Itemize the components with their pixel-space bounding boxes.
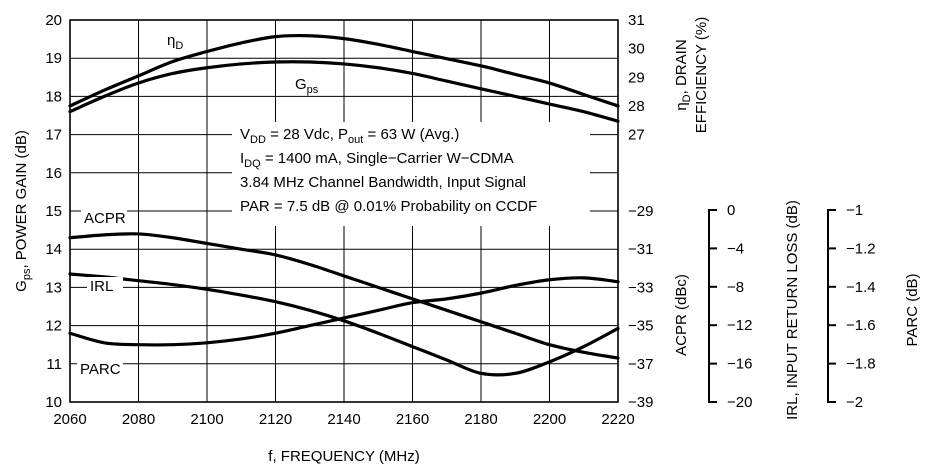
irl-axis-line (708, 209, 717, 403)
x-tick-label: 2180 (464, 411, 497, 428)
efficiency-tick-label: 30 (628, 41, 645, 58)
parc-tick-label: −1.2 (846, 240, 876, 257)
acpr-tick-label: −29 (628, 203, 653, 220)
annotation-line: VDD = 28 Vdc, Pout = 63 W (Avg.) (240, 126, 459, 146)
irl-tick-label: −16 (727, 356, 752, 373)
series-irl-line (68, 272, 620, 377)
x-tick-label: 2120 (259, 411, 292, 428)
parc-tick-label: −1.6 (846, 317, 876, 334)
left-tick-label: 20 (45, 12, 62, 29)
acpr-axis-ticks: −29 −31 −33 −35 −37 −39 (628, 203, 653, 411)
irl-axis: 0 −4 −8 −12 −16 −20 (708, 202, 752, 411)
parc-axis: −1 −1.2 −1.4 −1.6 −1.8 −2 (827, 202, 876, 411)
left-tick-label: 13 (45, 279, 62, 296)
annotation-line: IDQ = 1400 mA, Single−Carrier W−CDMA (240, 150, 514, 170)
irl-tick-label: −8 (727, 279, 744, 296)
acpr-tick-label: −35 (628, 318, 653, 335)
curves (68, 33, 620, 377)
parc-tick-label: −1.8 (846, 356, 876, 373)
parc-axis-line (827, 209, 836, 403)
acpr-tick-label: −39 (628, 394, 653, 411)
x-axis-ticks: 2060 2080 2100 2120 2140 2160 2180 2200 2220 (53, 411, 634, 428)
series-label-bg (81, 209, 127, 227)
acpr-tick-label: −33 (628, 279, 653, 296)
efficiency-axis-ticks: 27 28 29 30 31 (628, 12, 645, 144)
x-axis-title: f, FREQUENCY (MHz) (268, 448, 419, 465)
series-label-parc: PARC (80, 361, 121, 378)
series-label-ηd: ηD (167, 32, 183, 52)
annotation-background (232, 122, 590, 226)
efficiency-tick-label: 27 (628, 127, 645, 144)
left-tick-label: 12 (45, 318, 62, 335)
left-tick-label: 14 (45, 241, 62, 258)
series-gps-line (68, 60, 620, 123)
left-tick-label: 18 (45, 88, 62, 105)
series-label-bg (77, 360, 123, 378)
x-tick-label: 2060 (53, 411, 86, 428)
parc-tick-label: −1 (846, 202, 863, 219)
irl-tick-label: 0 (727, 202, 735, 219)
series-label-irl: IRL (90, 278, 113, 295)
annotation-box: VDD = 28 Vdc, Pout = 63 W (Avg.) IDQ = 14… (232, 122, 590, 226)
series-ηd-line (68, 33, 620, 108)
left-axis-title: Gps, POWER GAIN (dB) (13, 130, 33, 292)
efficiency-tick-label: 28 (628, 98, 645, 115)
irl-tick-label: −4 (727, 240, 744, 257)
x-tick-label: 2220 (601, 411, 634, 428)
x-tick-label: 2140 (327, 411, 360, 428)
left-tick-label: 15 (45, 203, 62, 220)
left-tick-label: 10 (45, 394, 62, 411)
irl-tick-label: −12 (727, 317, 752, 334)
x-tick-label: 2160 (396, 411, 429, 428)
axis-titles: f, FREQUENCY (MHz) Gps, POWER GAIN (dB) ηD… (13, 17, 921, 465)
annotation-line: PAR = 7.5 dB @ 0.01% Probability on CCDF (240, 198, 537, 215)
parc-tick-label: −2 (846, 394, 863, 411)
series-labels: ηD Gps ACPR IRL PARC (77, 32, 319, 378)
annotation-line: 3.84 MHz Channel Bandwidth, Input Signal (240, 174, 526, 191)
series-label-gps: Gps (295, 76, 319, 96)
efficiency-tick-label: 31 (628, 12, 645, 29)
irl-axis-title: IRL, INPUT RETURN LOSS (dB) (784, 200, 801, 420)
irl-tick-label: −20 (727, 394, 752, 411)
acpr-tick-label: −37 (628, 356, 653, 373)
x-tick-label: 2080 (122, 411, 155, 428)
parc-tick-label: −1.4 (846, 279, 876, 296)
efficiency-axis-title-line1: ηD, DRAIN (673, 39, 693, 110)
parc-axis-title: PARC (dB) (904, 273, 921, 346)
acpr-tick-label: −31 (628, 241, 653, 258)
efficiency-axis-title-line2: EFFICIENCY (%) (693, 17, 710, 133)
left-tick-label: 11 (46, 356, 62, 373)
efficiency-tick-label: 29 (628, 69, 645, 86)
left-tick-label: 19 (45, 50, 62, 67)
left-tick-label: 17 (45, 127, 62, 144)
x-tick-label: 2100 (190, 411, 223, 428)
series-acpr-line (68, 232, 620, 360)
series-label-bg (87, 277, 123, 295)
left-tick-label: 16 (45, 165, 62, 182)
series-label-acpr: ACPR (84, 210, 126, 227)
plot-frame (69, 19, 619, 403)
x-tick-label: 2200 (533, 411, 566, 428)
series-parc-line (68, 276, 620, 347)
left-axis-ticks: 10 11 12 13 14 15 16 17 18 19 20 (45, 12, 62, 411)
acpr-axis-title: ACPR (dBc) (673, 274, 690, 356)
